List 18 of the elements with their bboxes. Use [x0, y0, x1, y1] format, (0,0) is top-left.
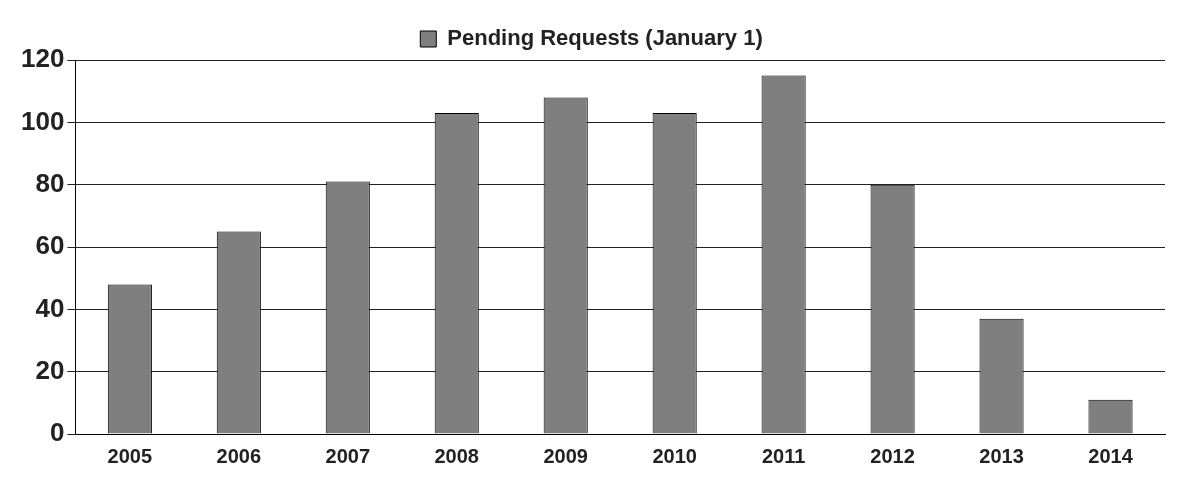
y-tick-label: 80	[35, 167, 65, 198]
x-tick-label: 2006	[216, 444, 262, 467]
x-tick-label: 2010	[652, 444, 697, 467]
x-tick-label: 2014	[1088, 444, 1134, 467]
legend-label: Pending Requests (January 1)	[447, 25, 763, 51]
x-tick-label: 2009	[543, 444, 588, 467]
x-tick-label: 2005	[107, 444, 153, 467]
y-tick-label: 40	[35, 292, 65, 323]
x-tick-label: 2007	[325, 444, 371, 467]
x-tick-label: 2013	[979, 444, 1024, 467]
y-tick-label: 60	[35, 230, 65, 261]
y-tick-label: 120	[20, 43, 65, 74]
x-tick-label: 2008	[434, 444, 479, 467]
x-tick-label: 2012	[870, 444, 915, 467]
y-tick-label: 0	[49, 417, 65, 448]
y-tick-label: 100	[20, 105, 65, 136]
y-tick-label: 20	[35, 354, 65, 385]
x-tick-label: 2011	[761, 444, 806, 467]
